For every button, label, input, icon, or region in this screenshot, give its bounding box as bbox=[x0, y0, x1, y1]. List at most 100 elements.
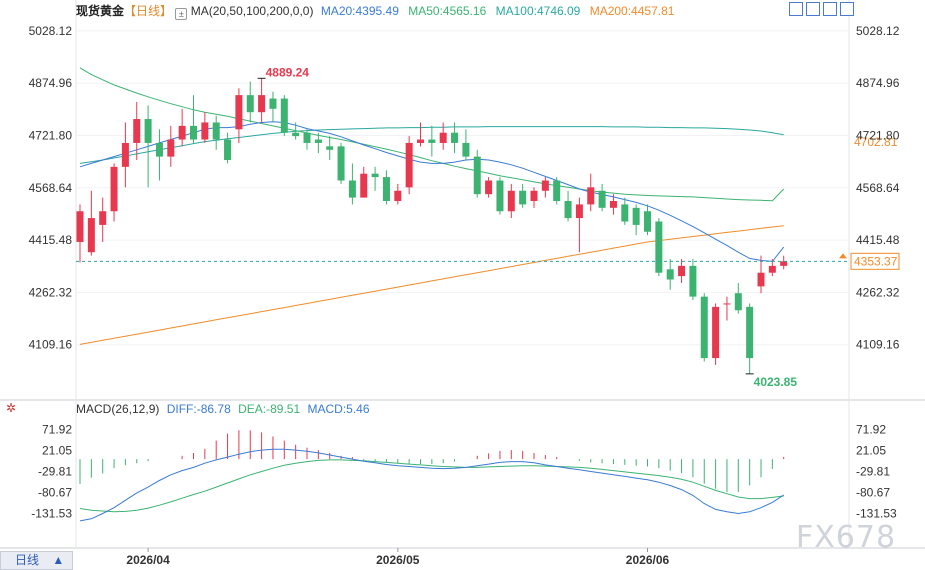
annotations: 4889.24 4023.85 bbox=[257, 65, 798, 389]
ma50-line bbox=[79, 67, 785, 202]
candle-body bbox=[587, 187, 595, 205]
candle-43 bbox=[564, 190, 572, 222]
candle-11 bbox=[201, 112, 209, 143]
time-label-2026/04: 2026/04 bbox=[126, 553, 170, 567]
price-tick-left-6: 4109.16 bbox=[29, 338, 73, 352]
candle-10 bbox=[190, 95, 197, 143]
current-price-arrow-icon bbox=[839, 253, 847, 259]
candle-body bbox=[201, 122, 209, 140]
candle-body bbox=[405, 142, 413, 188]
candle-0 bbox=[76, 204, 84, 263]
grid-layer bbox=[76, 30, 849, 346]
candle-body bbox=[723, 303, 731, 305]
candle-31 bbox=[428, 125, 436, 157]
candle-body bbox=[780, 261, 788, 266]
candle-body bbox=[394, 190, 402, 201]
candle-body bbox=[178, 125, 186, 140]
candle-body bbox=[235, 95, 243, 130]
current-price-label: 4353.37 bbox=[854, 254, 898, 268]
candle-55 bbox=[700, 293, 708, 362]
candle-42 bbox=[553, 177, 561, 205]
candle-body bbox=[303, 132, 311, 143]
ma20-line bbox=[79, 121, 785, 262]
candle-body bbox=[292, 132, 300, 137]
candle-59 bbox=[746, 303, 754, 374]
candle-22 bbox=[326, 136, 334, 161]
macd-tick-left-2: -29.81 bbox=[38, 464, 72, 478]
candle-body bbox=[155, 142, 163, 157]
candle-body bbox=[712, 306, 720, 359]
candle-body bbox=[768, 265, 776, 273]
candle-body bbox=[246, 95, 254, 113]
ma200-line bbox=[79, 225, 784, 345]
candle-28 bbox=[394, 183, 402, 205]
candle-body bbox=[519, 190, 527, 205]
candle-body bbox=[598, 190, 606, 208]
ma50-value: MA50:4565.16 bbox=[408, 4, 487, 18]
diff-line bbox=[79, 448, 784, 522]
price-tick-right-1: 4874.96 bbox=[856, 76, 900, 90]
macd-tick-right-3: -80.67 bbox=[856, 485, 890, 499]
macd-tick-left-4: -131.53 bbox=[31, 506, 72, 520]
candle-37 bbox=[496, 177, 504, 215]
candle-12 bbox=[212, 115, 220, 150]
candle-4 bbox=[121, 122, 129, 188]
chart-header: 现货黄金【日线】 ± MA(20,50,100,200,0,0) MA20:43… bbox=[76, 2, 674, 20]
candle-24 bbox=[348, 163, 356, 205]
grid-icon[interactable] bbox=[806, 2, 820, 16]
ma20-value: MA20:4395.49 bbox=[320, 4, 399, 18]
candle-18 bbox=[280, 95, 288, 137]
ma200-value: MA200:4457.81 bbox=[589, 4, 675, 18]
period-tag: 【日线】 bbox=[124, 4, 173, 18]
caret-up-icon: ▲ bbox=[52, 553, 65, 567]
candle-23 bbox=[337, 142, 345, 184]
candle-body bbox=[269, 98, 277, 109]
candle-body bbox=[439, 132, 447, 143]
candle-body bbox=[382, 177, 390, 201]
candle-14 bbox=[235, 88, 243, 143]
candle-body bbox=[700, 296, 708, 359]
candle-53 bbox=[678, 259, 686, 283]
candle-body bbox=[734, 293, 742, 311]
candle-32 bbox=[439, 122, 447, 150]
ma100-value: MA100:4746.09 bbox=[495, 4, 581, 18]
candle-34 bbox=[462, 129, 470, 161]
candle-16 bbox=[258, 78, 266, 123]
candle-body bbox=[326, 146, 334, 150]
settings-icon[interactable]: ± bbox=[175, 8, 188, 20]
ma-params: MA(20,50,100,200,0,0) bbox=[190, 4, 314, 18]
candles bbox=[76, 78, 788, 374]
dea-value: DEA:-89.51 bbox=[238, 402, 301, 416]
candle-body bbox=[655, 221, 663, 273]
candle-body bbox=[609, 201, 617, 208]
candle-body bbox=[314, 139, 322, 143]
layout-icon[interactable] bbox=[823, 2, 837, 16]
candle-body bbox=[632, 207, 640, 225]
fullscreen-icon[interactable] bbox=[840, 2, 854, 16]
macd-tick-left-3: -80.67 bbox=[38, 485, 72, 499]
candle-35 bbox=[473, 149, 481, 198]
candle-body bbox=[371, 173, 379, 178]
macd-tick-right-4: -131.53 bbox=[856, 506, 897, 520]
candle-47 bbox=[609, 194, 617, 215]
candle-body bbox=[280, 98, 288, 133]
candle-44 bbox=[575, 197, 583, 253]
candle-40 bbox=[530, 187, 538, 208]
candle-36 bbox=[485, 177, 493, 198]
price-tick-right-5: 4262.32 bbox=[856, 285, 900, 299]
period-selector-button[interactable]: 日线 ▲ bbox=[0, 551, 73, 570]
candle-26 bbox=[371, 166, 379, 191]
candle-39 bbox=[519, 183, 527, 208]
candle-body bbox=[462, 142, 470, 157]
price-tick-left-4: 4415.48 bbox=[29, 233, 73, 247]
candle-body bbox=[121, 142, 129, 167]
low-annotation: 4023.85 bbox=[754, 375, 798, 389]
candle-7 bbox=[155, 129, 163, 181]
candle-body bbox=[496, 180, 504, 212]
candle-body bbox=[564, 201, 572, 219]
candle-body bbox=[530, 190, 538, 201]
move-icon[interactable] bbox=[789, 2, 803, 16]
indicator-gear-icon[interactable]: ✲ bbox=[6, 401, 17, 415]
